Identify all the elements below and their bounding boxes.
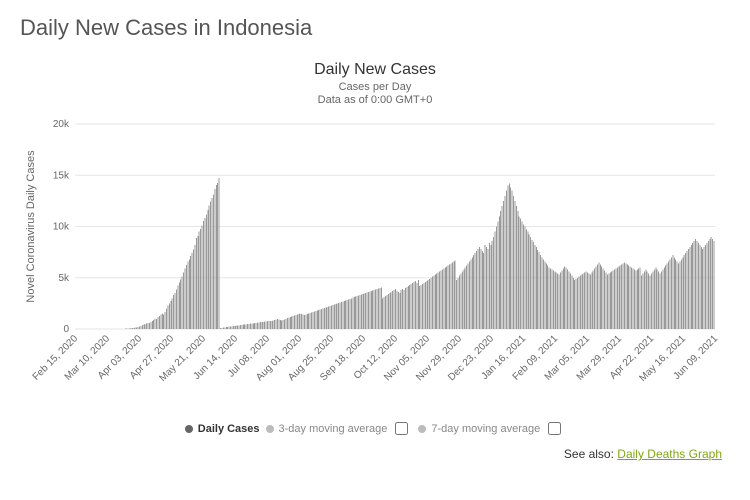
chart-container: Daily New Cases Cases per Day Data as of…	[20, 61, 730, 461]
chart-subtitle: Cases per Day	[20, 81, 730, 93]
svg-text:10k: 10k	[53, 222, 70, 233]
svg-text:Novel Coronavirus Daily Cases: Novel Coronavirus Daily Cases	[25, 150, 37, 303]
legend-item-daily[interactable]: Daily Cases	[185, 423, 260, 435]
svg-text:0: 0	[63, 324, 69, 335]
chart-note: Data as of 0:00 GMT+0	[20, 94, 730, 106]
page-title: Daily New Cases in Indonesia	[20, 15, 730, 41]
dot-icon	[418, 425, 426, 433]
legend-label-3day: 3-day moving average	[279, 423, 388, 435]
svg-text:15k: 15k	[53, 170, 70, 181]
see-also-label: See also:	[564, 447, 614, 461]
dot-icon	[266, 425, 274, 433]
see-also-link[interactable]: Daily Deaths Graph	[617, 447, 722, 461]
legend-label-daily: Daily Cases	[198, 423, 260, 435]
legend: Daily Cases 3-day moving average 7-day m…	[20, 422, 730, 435]
legend-item-3day[interactable]: 3-day moving average	[266, 423, 388, 435]
legend-label-7day: 7-day moving average	[431, 423, 540, 435]
checkbox-7day[interactable]	[548, 422, 561, 435]
legend-item-7day[interactable]: 7-day moving average	[418, 423, 540, 435]
dot-icon	[185, 425, 193, 433]
see-also: See also: Daily Deaths Graph	[20, 447, 730, 461]
checkbox-3day[interactable]	[395, 422, 408, 435]
chart-title: Daily New Cases	[20, 61, 730, 79]
chart-svg: 0 5k 10k 15k 20k Novel Coronavirus Daily Case…	[20, 114, 730, 404]
svg-text:20k: 20k	[53, 119, 70, 130]
svg-text:5k: 5k	[58, 273, 70, 284]
